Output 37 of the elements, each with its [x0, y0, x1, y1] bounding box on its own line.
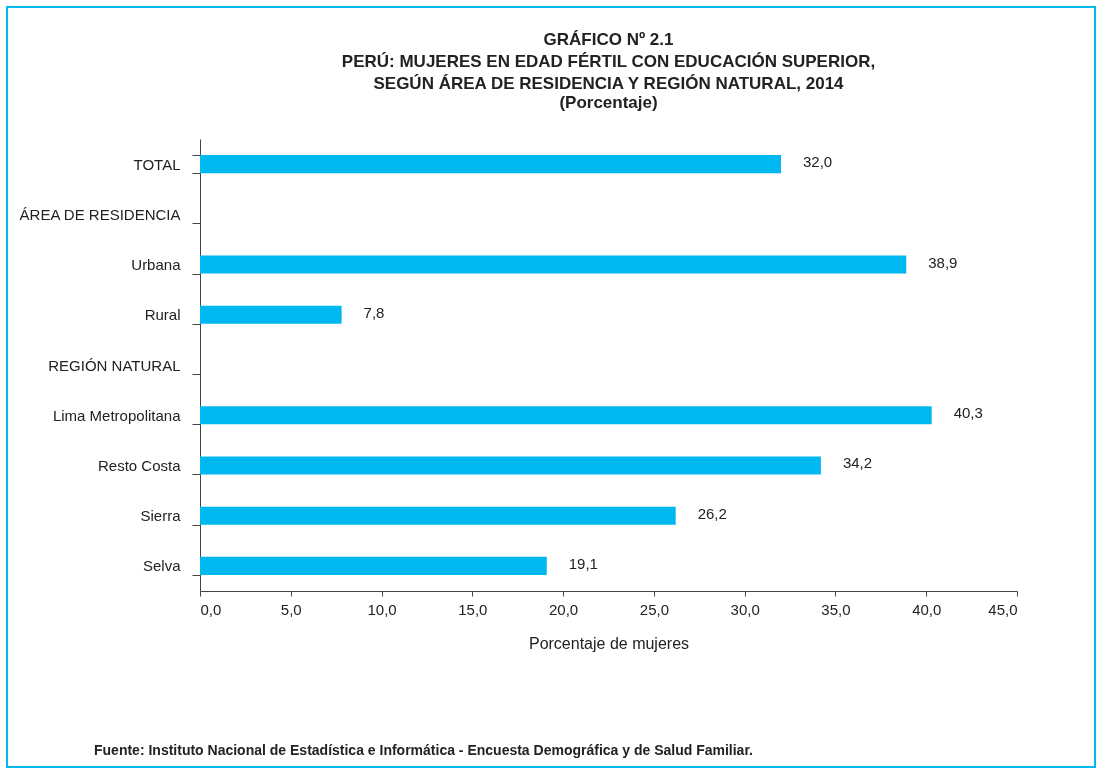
bar	[200, 456, 821, 475]
y-tick-label: TOTAL	[133, 155, 181, 173]
bar	[200, 506, 676, 525]
x-tick-label: 5,0	[280, 600, 302, 618]
y-tick-label: Resto Costa	[97, 456, 182, 474]
y-tick-label: Urbana	[131, 256, 182, 274]
x-tick-label: 0,0	[200, 600, 222, 618]
data-label: 19,1	[568, 554, 598, 572]
data-label: 34,2	[842, 454, 873, 472]
y-tick-label: REGIÓN NATURAL	[48, 356, 181, 374]
source-note: Fuente: Instituto Nacional de Estadística e Informática - Encuesta Demográfica y de Salud Familiar.	[94, 742, 753, 758]
data-label: 40,3	[953, 404, 983, 422]
bar	[200, 305, 342, 324]
y-tick-label: Sierra	[140, 507, 182, 525]
x-tick-label: 20,0	[549, 600, 579, 618]
bar	[200, 155, 781, 174]
x-tick-label: 15,0	[458, 600, 488, 618]
data-label: 26,2	[697, 504, 727, 522]
data-label: 32,0	[802, 153, 833, 171]
bar	[200, 406, 932, 425]
x-axis-title: Porcentaje de mujeres	[528, 634, 690, 652]
x-tick-label: 40,0	[912, 600, 942, 618]
bar	[200, 556, 547, 575]
y-tick-label: ÁREA DE RESIDENCIA	[19, 205, 181, 223]
y-tick-label: Rural	[144, 306, 181, 324]
chart-subtitle: (Porcentaje)	[559, 93, 658, 112]
data-label: 38,9	[928, 253, 958, 271]
x-tick-label: 10,0	[367, 600, 397, 618]
y-tick-label: Selva	[142, 557, 182, 575]
x-tick-label: 35,0	[821, 600, 851, 618]
x-tick-label: 30,0	[730, 600, 760, 618]
x-tick-label: 45,0	[988, 600, 1018, 618]
data-label: 7,8	[363, 303, 385, 321]
y-tick-label: Lima Metropolitana	[52, 406, 182, 424]
bar	[200, 255, 907, 274]
x-tick-label: 25,0	[639, 600, 669, 618]
chart-title: GRÁFICO Nº 2.1 PERÚ: MUJERES EN EDAD FÉRTIL CON EDUCACIÓN SUPERIOR, SEGÚN ÁREA DE RESIDENCIA Y REGIÓN NATURAL, 2014	[341, 30, 876, 93]
